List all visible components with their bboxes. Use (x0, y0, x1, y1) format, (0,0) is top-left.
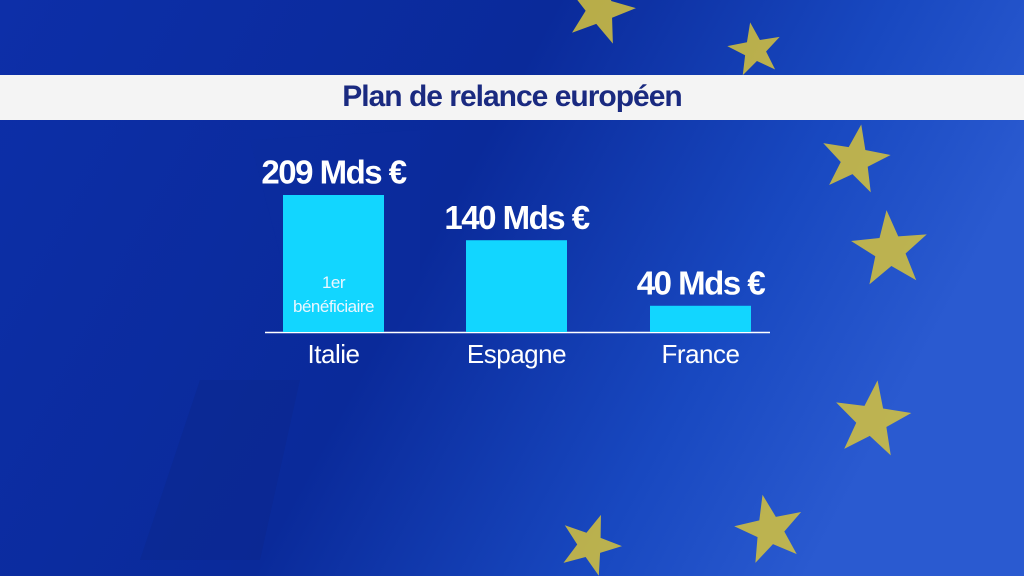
annotation: 1er bénéficiaire (293, 273, 374, 316)
x-tick-label: Espagne (467, 339, 566, 369)
title-band (0, 75, 1024, 120)
x-tick-label: Italie (308, 339, 360, 369)
value-label: 40 Mds € (637, 264, 766, 301)
chart-title: Plan de relance européen (342, 80, 681, 113)
bar (466, 240, 567, 332)
background-shape (140, 380, 300, 560)
bar (283, 195, 384, 332)
value-label: 209 Mds € (261, 154, 406, 191)
bar (650, 305, 751, 332)
x-tick-label: France (662, 339, 740, 369)
value-label: 140 Mds € (444, 199, 589, 236)
